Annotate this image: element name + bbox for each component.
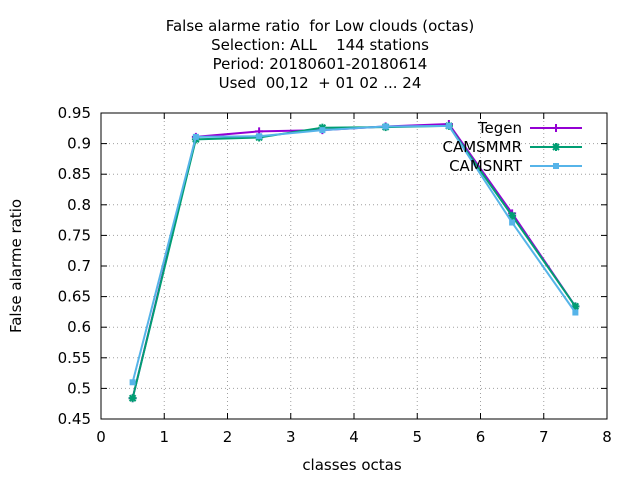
y-axis-label: False alarme ratio — [7, 199, 25, 333]
x-axis-label: classes octas — [302, 456, 402, 474]
data-point-square — [256, 133, 263, 140]
data-point-square — [129, 379, 136, 386]
legend-label: CAMSMMR — [442, 138, 522, 156]
axis-ticks: 0 1 2 3 4 5 6 7 8 0.45 0.5 0.55 0.6 0.65 0.7 0.75 0.8 0.8… — [58, 104, 612, 446]
data-point-square — [553, 163, 559, 169]
y-tick-label: 0.75 — [58, 226, 91, 244]
legend-label: Tegen — [477, 119, 522, 137]
y-tick-label: 0.55 — [58, 349, 91, 367]
y-tick-label: 0.5 — [67, 379, 91, 397]
y-tick-label: 0.6 — [67, 318, 91, 336]
y-tick-label: 0.95 — [58, 104, 91, 122]
data-point-square — [382, 123, 389, 130]
y-tick-label: 0.8 — [67, 196, 91, 214]
series-line-camsnrt — [131, 124, 577, 383]
chart-title-line-4: Used 00,12 + 01 02 ... 24 — [218, 74, 422, 92]
chart-title-line-2: Selection: ALL 144 stations — [211, 36, 429, 54]
data-point-plus — [552, 124, 560, 132]
x-tick-label: 4 — [349, 428, 359, 446]
legend-label: CAMSNRT — [449, 157, 523, 175]
data-point-star — [128, 394, 137, 403]
data-point-square — [445, 122, 452, 129]
data-point-star — [552, 143, 560, 151]
data-point-square — [319, 127, 326, 134]
chart-title-line-3: Period: 20180601-20180614 — [212, 55, 428, 73]
data-point-square — [192, 133, 199, 140]
y-tick-label: 0.65 — [58, 288, 91, 306]
chart-title-line-1: False alarme ratio for Low clouds (octas… — [165, 17, 475, 35]
x-tick-label: 7 — [539, 428, 549, 446]
y-tick-label: 0.9 — [67, 135, 91, 153]
y-tick-label: 0.85 — [58, 165, 91, 183]
x-tick-label: 8 — [602, 428, 612, 446]
x-tick-label: 2 — [223, 428, 233, 446]
grid-lines — [101, 113, 607, 419]
y-tick-label: 0.45 — [58, 410, 91, 428]
x-tick-label: 6 — [476, 428, 486, 446]
x-tick-label: 3 — [286, 428, 296, 446]
data-point-square — [572, 309, 579, 316]
plot-frame — [100, 112, 608, 420]
series-lines — [128, 120, 580, 403]
x-tick-label: 5 — [412, 428, 422, 446]
x-tick-label: 0 — [96, 428, 106, 446]
data-point-square — [509, 219, 516, 226]
y-tick-label: 0.7 — [67, 257, 91, 275]
x-tick-label: 1 — [159, 428, 169, 446]
